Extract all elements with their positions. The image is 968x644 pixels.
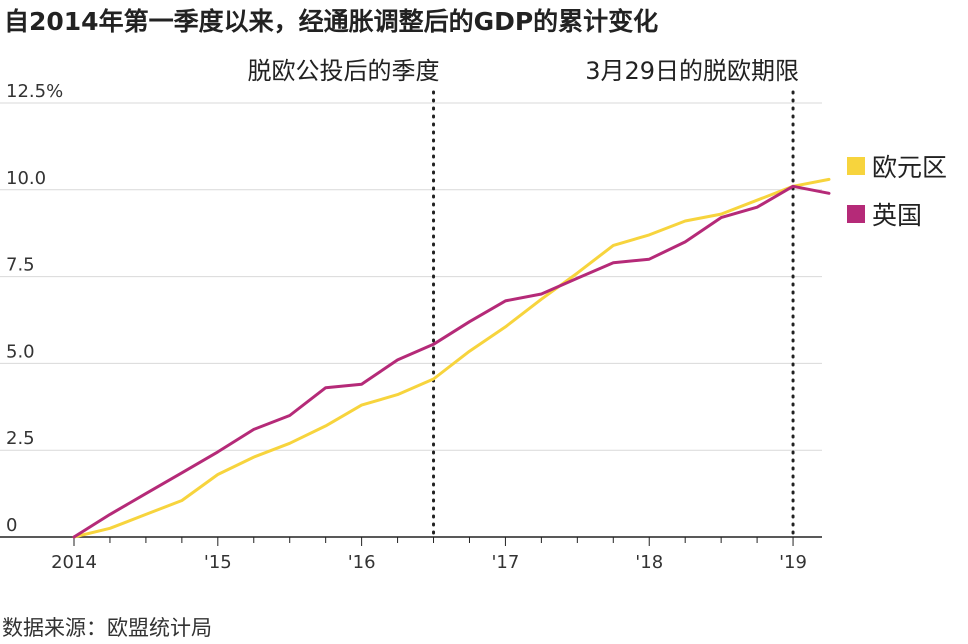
- y-tick-label: 7.5: [6, 255, 35, 276]
- reference-line-label: 3月29日的脱欧期限: [585, 57, 799, 85]
- source-note: 数据来源：欧盟统计局: [2, 616, 212, 640]
- x-tick-label: 2014: [51, 552, 97, 573]
- x-tick-label: '18: [635, 552, 663, 573]
- y-tick-label: 2.5: [6, 428, 35, 449]
- legend-label-eurozone: 欧元区: [872, 153, 947, 182]
- series-lines: [72, 177, 831, 539]
- series-line-eurozone: [72, 177, 831, 539]
- chart-title: 自2014年第一季度以来，经通胀调整后的GDP的累计变化: [4, 7, 659, 36]
- reference-lines: 脱欧公投后的季度 3月29日的脱欧期限: [248, 57, 799, 539]
- legend-swatch-uk: [847, 205, 865, 223]
- grid-lines: [0, 102, 822, 451]
- y-tick-label: 5.0: [6, 341, 35, 362]
- x-axis: 2014 '15 '16 '17 '18 '19: [0, 536, 822, 573]
- x-tick-label: '19: [779, 552, 807, 573]
- y-tick-label: 12.5%: [6, 81, 63, 102]
- x-tick-label: '17: [491, 552, 519, 573]
- y-tick-label: 10.0: [6, 168, 46, 189]
- x-tick-label: '16: [348, 552, 376, 573]
- y-tick-label: 0: [6, 515, 17, 536]
- gdp-line-chart: 02.55.07.510.012.5% 2014'15'16'17'18'19 …: [0, 57, 947, 573]
- x-tick-label: '15: [204, 552, 232, 573]
- legend-label-uk: 英国: [872, 201, 922, 230]
- legend-swatch-eurozone: [847, 157, 865, 175]
- reference-line-label: 脱欧公投后的季度: [248, 57, 440, 85]
- series-line-uk: [72, 184, 831, 539]
- y-axis-tick-labels: 0 2.5 5.0 7.5 10.0 12.5%: [6, 81, 63, 536]
